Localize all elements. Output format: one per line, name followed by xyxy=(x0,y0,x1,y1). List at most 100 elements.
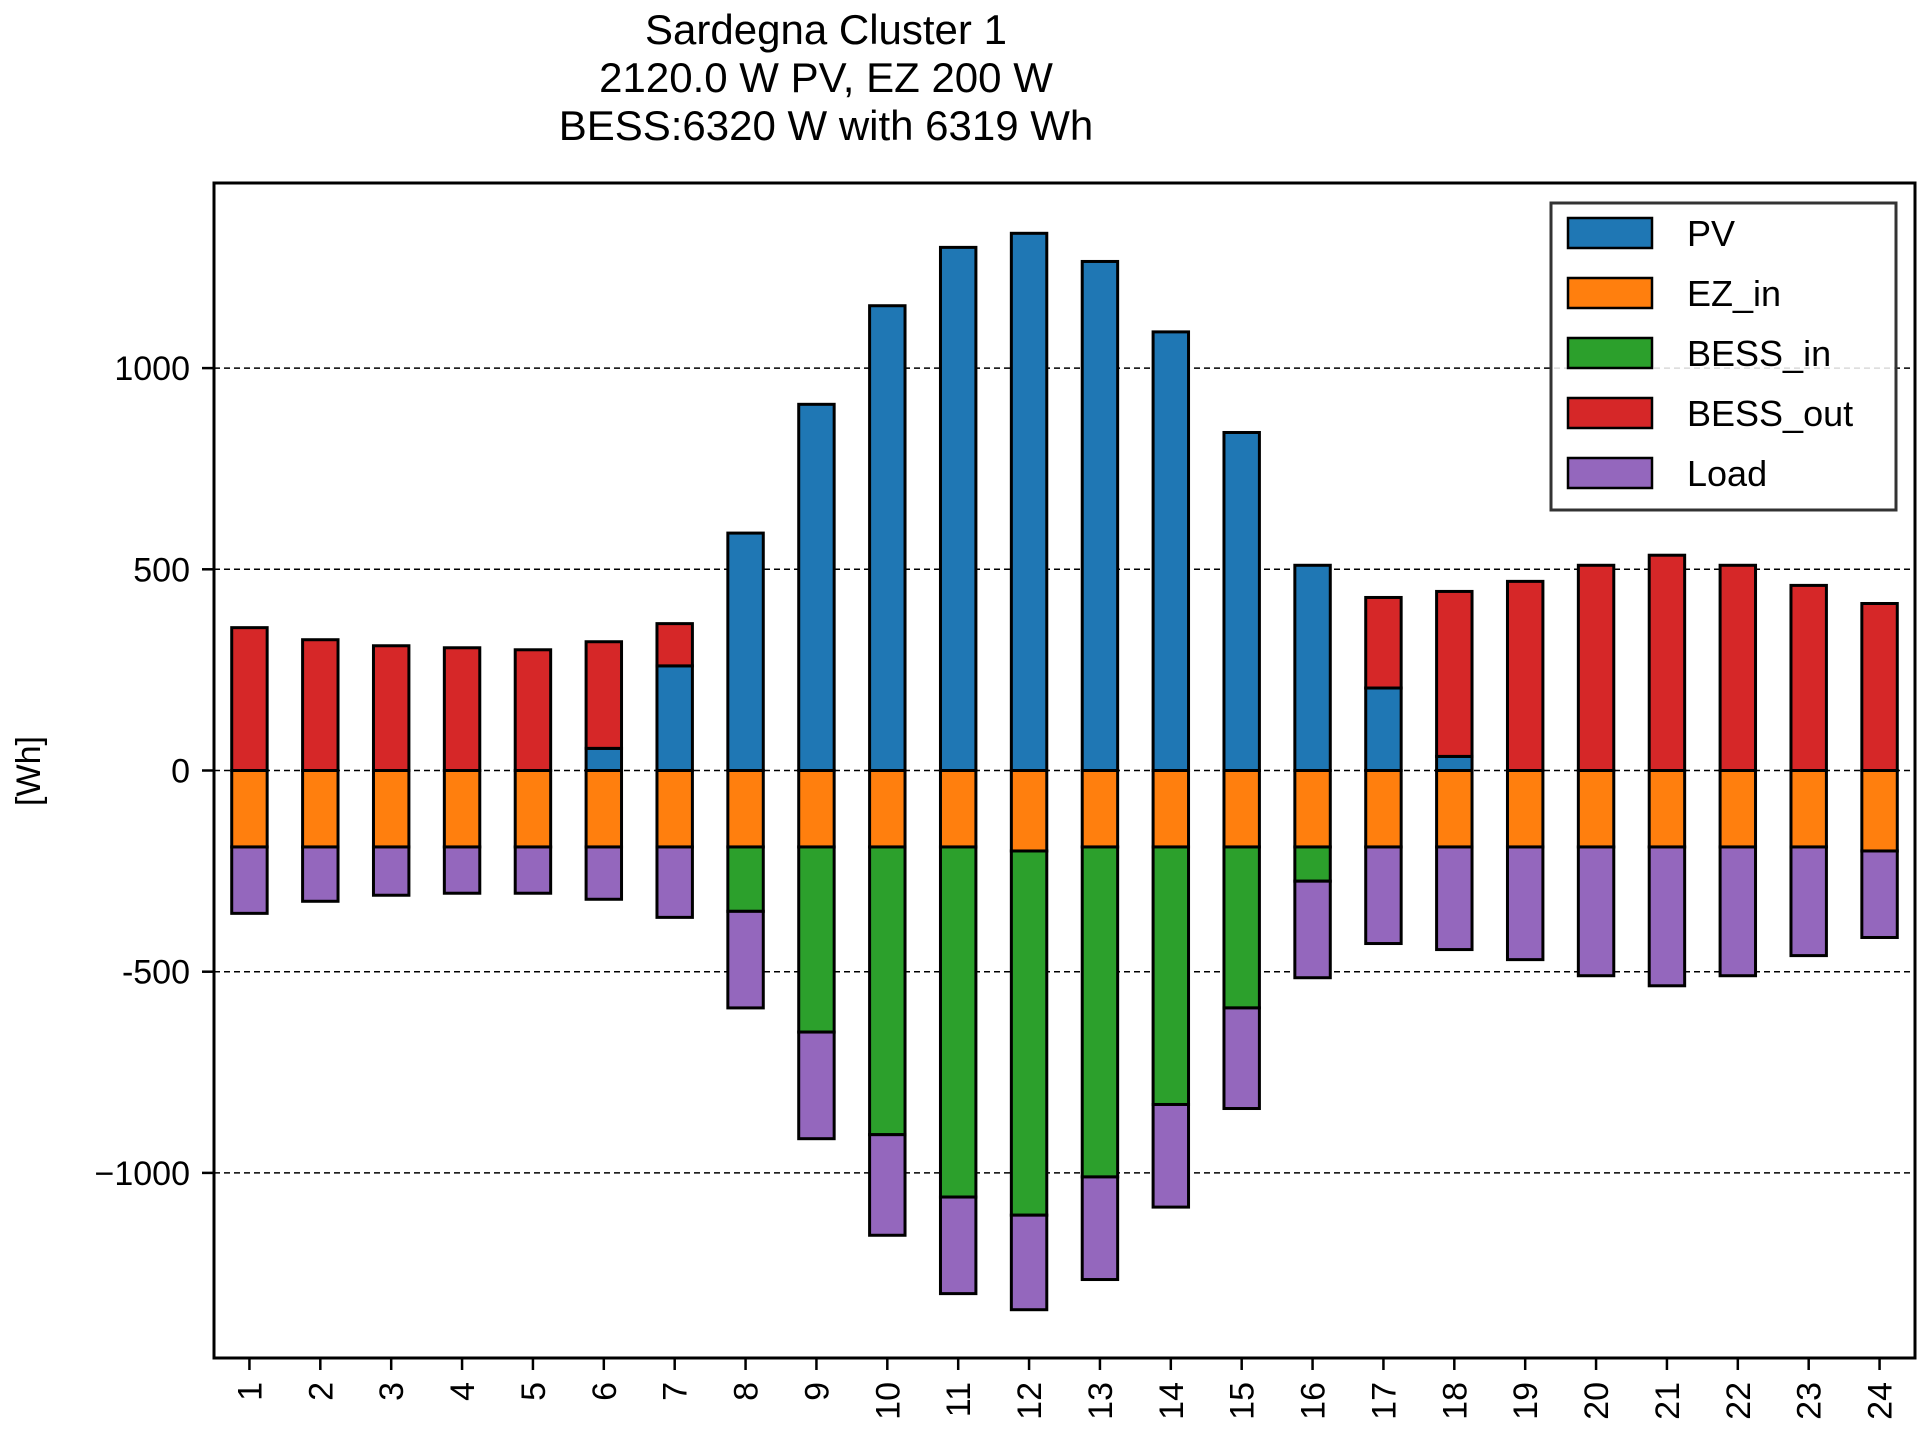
y-tick-label-1: 500 xyxy=(133,551,190,589)
x-tick-label-16: 16 xyxy=(1295,1382,1333,1420)
bar-pv-14 xyxy=(1151,330,1191,772)
bar-ez_in-10 xyxy=(868,769,907,849)
legend: PV EZ_in BESS_in BESS_out Load xyxy=(1549,201,1898,512)
bar-pv-12 xyxy=(1009,231,1049,772)
bar-pv-16 xyxy=(1293,563,1332,772)
bar-bess_in-16 xyxy=(1293,845,1332,883)
bar-load-15 xyxy=(1222,1006,1261,1111)
bar-bess_in-11 xyxy=(938,845,978,1199)
bar-ez_in-16 xyxy=(1293,769,1332,849)
bar-load-10 xyxy=(868,1133,907,1237)
bar-load-14 xyxy=(1151,1102,1191,1209)
bar-ez_in-23 xyxy=(1789,769,1828,849)
bar-pv-17 xyxy=(1364,686,1403,772)
bar-bess_out-17 xyxy=(1364,595,1403,690)
bar-bess_in-13 xyxy=(1080,845,1120,1179)
bar-bess_out-2 xyxy=(301,638,340,772)
bar-ez_in-19 xyxy=(1505,769,1545,849)
bar-pv-18 xyxy=(1435,754,1474,772)
bar-load-24 xyxy=(1860,849,1899,939)
y-tick-label-0: 1000 xyxy=(114,350,190,388)
x-tick-label-8: 8 xyxy=(728,1382,766,1401)
x-tick-label-4: 4 xyxy=(444,1382,482,1401)
x-tick-label-9: 9 xyxy=(798,1382,836,1401)
x-tick-label-11: 11 xyxy=(940,1382,978,1417)
bar-ez_in-8 xyxy=(726,769,765,849)
bar-load-22 xyxy=(1718,845,1758,978)
title-line-2: 2120.0 W PV, EZ 200 W xyxy=(599,54,1053,101)
legend-label-ez_in: EZ_in xyxy=(1687,273,1781,314)
bar-ez_in-18 xyxy=(1435,769,1474,849)
x-tick-label-6: 6 xyxy=(586,1382,624,1401)
title-line-3: BESS:6320 W with 6319 Wh xyxy=(559,102,1094,149)
bar-bess_in-15 xyxy=(1222,845,1261,1010)
bar-load-17 xyxy=(1364,845,1403,946)
bar-ez_in-2 xyxy=(301,769,340,849)
bar-ez_in-5 xyxy=(513,769,553,849)
bar-ez_in-12 xyxy=(1009,769,1049,853)
bar-load-23 xyxy=(1789,845,1828,958)
bar-pv-6 xyxy=(584,746,624,773)
bar-load-21 xyxy=(1647,845,1687,988)
bar-load-7 xyxy=(655,845,694,919)
bar-pv-10 xyxy=(868,304,907,772)
bar-bess_out-24 xyxy=(1860,602,1899,772)
legend-swatch-pv xyxy=(1566,216,1654,250)
bar-ez_in-22 xyxy=(1718,769,1758,849)
bar-bess_out-1 xyxy=(230,626,269,773)
bar-pv-9 xyxy=(797,402,836,772)
x-tick-label-24: 24 xyxy=(1862,1382,1900,1420)
bar-load-13 xyxy=(1080,1175,1120,1282)
bar-load-16 xyxy=(1293,879,1332,980)
y-axis: 1000 500 0 -500 −1000 xyxy=(95,350,214,1193)
legend-swatch-ez_in xyxy=(1566,276,1654,310)
x-tick-label-12: 12 xyxy=(1011,1382,1049,1420)
bar-bess_out-7 xyxy=(655,622,694,668)
legend-label-pv: PV xyxy=(1687,213,1735,254)
bar-load-9 xyxy=(797,1030,836,1141)
x-tick-label-19: 19 xyxy=(1507,1382,1545,1420)
y-axis-label: [Wh] xyxy=(10,736,48,806)
title-line-1: Sardegna Cluster 1 xyxy=(645,6,1007,53)
bar-pv-8 xyxy=(726,531,765,773)
bar-load-11 xyxy=(938,1195,978,1296)
bar-ez_in-1 xyxy=(230,769,269,849)
legend-label-bess_in: BESS_in xyxy=(1687,333,1831,374)
bar-ez_in-21 xyxy=(1647,769,1687,849)
bar-ez_in-11 xyxy=(938,769,978,849)
x-tick-label-15: 15 xyxy=(1224,1382,1262,1420)
bars xyxy=(230,231,1899,1312)
x-tick-label-13: 13 xyxy=(1082,1382,1120,1420)
bar-ez_in-17 xyxy=(1364,769,1403,849)
legend-label-bess_out: BESS_out xyxy=(1687,393,1853,434)
bar-bess_out-23 xyxy=(1789,583,1828,773)
y-tick-label-4: −1000 xyxy=(95,1155,191,1193)
x-tick-label-7: 7 xyxy=(657,1382,695,1401)
x-tick-label-2: 2 xyxy=(302,1382,340,1401)
x-tick-label-1: 1 xyxy=(231,1382,269,1401)
bar-ez_in-7 xyxy=(655,769,694,849)
bar-load-3 xyxy=(371,845,411,897)
bar-bess_out-22 xyxy=(1718,563,1758,772)
x-tick-label-21: 21 xyxy=(1649,1382,1687,1420)
bar-ez_in-4 xyxy=(442,769,482,849)
bar-ez_in-24 xyxy=(1860,769,1899,853)
bar-load-6 xyxy=(584,845,624,901)
bar-load-2 xyxy=(301,845,340,903)
x-tick-label-20: 20 xyxy=(1578,1382,1616,1420)
bar-bess_out-20 xyxy=(1576,563,1616,772)
x-tick-label-17: 17 xyxy=(1365,1382,1403,1420)
bar-bess_out-3 xyxy=(371,644,411,772)
bar-ez_in-20 xyxy=(1576,769,1616,849)
bar-bess_out-6 xyxy=(584,640,624,750)
legend-label-load: Load xyxy=(1687,453,1767,494)
bar-ez_in-14 xyxy=(1151,769,1191,849)
x-tick-label-14: 14 xyxy=(1153,1382,1191,1420)
bar-pv-7 xyxy=(655,664,694,772)
x-tick-label-22: 22 xyxy=(1720,1382,1758,1420)
y-tick-label-3: -500 xyxy=(122,954,190,992)
bar-pv-11 xyxy=(938,245,978,773)
bar-pv-13 xyxy=(1080,259,1120,772)
bar-load-19 xyxy=(1505,845,1545,962)
